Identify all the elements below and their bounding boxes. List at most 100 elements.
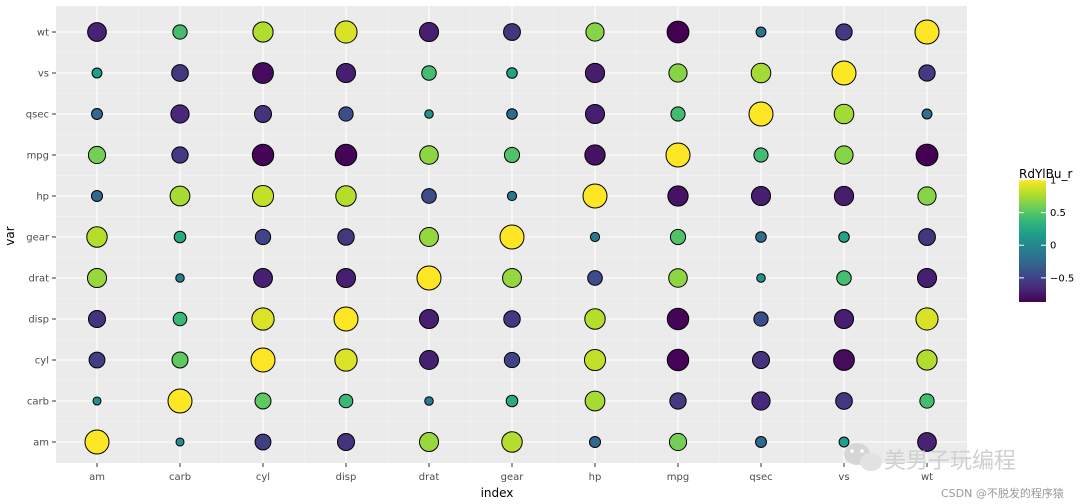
point-gear-mpg — [669, 228, 687, 246]
point-mpg-vs — [834, 145, 854, 165]
point-gear-disp — [337, 228, 355, 246]
x-tick-label: qsec — [749, 472, 772, 483]
point-vs-drat — [421, 65, 437, 81]
point-mpg-gear — [503, 146, 521, 164]
point-cyl-gear — [503, 351, 521, 369]
color-legend: RdYlBu_r 1 0.5 0 −0.5 — [1019, 167, 1074, 302]
point-mpg-disp — [334, 143, 358, 167]
point-wt-disp — [334, 20, 358, 44]
point-wt-cyl — [252, 21, 274, 43]
point-qsec-carb — [170, 104, 190, 124]
point-qsec-disp — [338, 106, 354, 122]
point-vs-wt — [918, 64, 936, 82]
legend-title: RdYlBu_r — [1019, 167, 1072, 181]
point-am-disp — [336, 432, 356, 452]
point-disp-carb — [172, 311, 188, 327]
point-am-vs — [838, 436, 850, 448]
point-am-wt — [917, 432, 937, 452]
y-tick-label: qsec — [26, 110, 49, 121]
point-gear-carb — [173, 230, 187, 244]
point-disp-cyl — [251, 307, 275, 331]
point-cyl-qsec — [751, 350, 771, 370]
y-tick-label: mpg — [27, 151, 49, 162]
point-hp-carb — [169, 185, 191, 207]
point-disp-disp — [333, 306, 359, 332]
point-disp-gear — [503, 310, 521, 328]
point-wt-qsec — [755, 26, 767, 38]
y-tick-label: vs — [38, 69, 49, 80]
point-drat-mpg — [668, 268, 688, 288]
point-gear-wt — [918, 228, 936, 246]
point-hp-hp — [582, 183, 608, 209]
point-vs-disp — [335, 62, 357, 84]
y-tick-label: hp — [36, 192, 49, 203]
point-hp-vs — [833, 185, 855, 207]
x-tick-label: am — [89, 472, 105, 483]
point-mpg-cyl — [251, 143, 275, 167]
point-am-mpg — [668, 432, 688, 452]
point-cyl-drat — [419, 350, 439, 370]
point-gear-am — [86, 226, 108, 248]
point-am-hp — [588, 435, 602, 449]
x-tick-label: drat — [419, 472, 440, 483]
point-carb-carb — [167, 388, 193, 414]
point-vs-qsec — [750, 62, 772, 84]
point-vs-mpg — [668, 63, 688, 83]
point-carb-cyl — [254, 392, 272, 410]
point-drat-disp — [335, 267, 357, 289]
point-qsec-drat — [424, 109, 434, 119]
point-hp-cyl — [251, 184, 275, 208]
point-qsec-gear — [506, 108, 518, 120]
point-am-am — [84, 429, 110, 455]
point-qsec-cyl — [253, 104, 273, 124]
point-carb-gear — [505, 394, 519, 408]
x-tick-label: cyl — [256, 472, 270, 483]
watermark-text: 美男子玩编程 — [884, 449, 1016, 474]
point-gear-cyl — [254, 228, 272, 246]
point-hp-qsec — [750, 185, 772, 207]
point-carb-wt — [919, 393, 935, 409]
point-cyl-disp — [334, 348, 358, 372]
point-cyl-carb — [171, 351, 189, 369]
point-am-gear — [501, 431, 523, 453]
y-tick-label: wt — [37, 28, 49, 39]
point-wt-am — [87, 22, 107, 42]
point-carb-drat — [424, 396, 434, 406]
x-tick-label: vs — [838, 472, 849, 483]
point-cyl-wt — [916, 349, 938, 371]
point-vs-gear — [506, 67, 518, 79]
point-vs-vs — [831, 60, 857, 86]
point-gear-hp — [589, 231, 601, 243]
point-drat-drat — [416, 265, 442, 291]
point-mpg-mpg — [665, 142, 691, 168]
point-mpg-drat — [419, 145, 439, 165]
point-wt-mpg — [666, 20, 690, 44]
point-vs-hp — [584, 62, 606, 84]
point-cyl-cyl — [250, 347, 276, 373]
point-hp-drat — [421, 188, 437, 204]
point-wt-vs — [835, 23, 853, 41]
x-tick-label: carb — [169, 472, 191, 483]
legend-tick-label: 1 — [1050, 176, 1056, 187]
wechat-icon — [844, 443, 882, 471]
point-mpg-hp — [584, 144, 606, 166]
point-drat-wt — [916, 267, 938, 289]
point-hp-disp — [335, 185, 357, 207]
point-drat-qsec — [756, 273, 766, 283]
x-tick-label: gear — [501, 472, 525, 483]
legend-tick-label: 0.5 — [1050, 208, 1066, 219]
point-mpg-wt — [915, 143, 939, 167]
point-gear-gear — [499, 224, 525, 250]
point-cyl-vs — [833, 349, 855, 371]
point-qsec-mpg — [670, 106, 686, 122]
credit-text: CSDN @不脱发的程序猿 — [941, 486, 1064, 500]
point-disp-mpg — [666, 307, 690, 331]
point-disp-wt — [915, 307, 939, 331]
point-vs-carb — [171, 64, 189, 82]
point-wt-drat — [418, 21, 440, 43]
y-tick-label: gear — [26, 233, 50, 244]
point-disp-drat — [418, 308, 440, 330]
point-mpg-carb — [171, 146, 189, 164]
point-drat-gear — [502, 268, 522, 288]
